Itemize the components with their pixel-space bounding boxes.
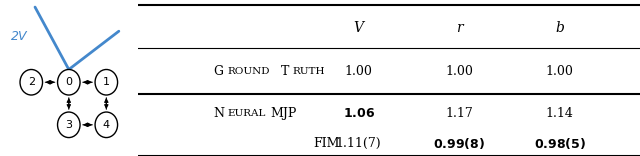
Text: ROUND: ROUND: [227, 67, 269, 76]
Text: 1.11(7): 1.11(7): [336, 137, 381, 150]
Text: $\mathbf{0.98(5)}$: $\mathbf{0.98(5)}$: [534, 136, 586, 151]
Text: r: r: [456, 21, 463, 35]
Text: 2V: 2V: [10, 30, 27, 43]
Text: 1.00: 1.00: [345, 65, 372, 78]
Text: FIM: FIM: [314, 137, 340, 150]
Text: b: b: [555, 21, 564, 35]
Circle shape: [58, 112, 80, 138]
Text: RUTH: RUTH: [292, 67, 325, 76]
Text: $\mathbf{0.99(8)}$: $\mathbf{0.99(8)}$: [433, 136, 485, 151]
Circle shape: [95, 112, 118, 138]
Text: G: G: [213, 65, 223, 78]
Text: 2: 2: [28, 77, 35, 87]
Text: MJP: MJP: [271, 107, 297, 120]
Text: V: V: [354, 21, 364, 35]
Text: 0: 0: [65, 77, 72, 87]
Text: 4: 4: [103, 120, 110, 130]
Text: 1: 1: [103, 77, 110, 87]
Text: 3: 3: [65, 120, 72, 130]
Text: T: T: [281, 65, 289, 78]
Circle shape: [95, 69, 118, 95]
Text: 1.14: 1.14: [546, 107, 573, 120]
Circle shape: [20, 69, 42, 95]
Text: EURAL: EURAL: [227, 109, 266, 118]
Text: N: N: [213, 107, 224, 120]
Text: 1.00: 1.00: [445, 65, 473, 78]
Text: 1.17: 1.17: [445, 107, 473, 120]
Text: $\mathbf{1.06}$: $\mathbf{1.06}$: [342, 107, 375, 120]
Circle shape: [58, 69, 80, 95]
Text: 1.00: 1.00: [546, 65, 573, 78]
